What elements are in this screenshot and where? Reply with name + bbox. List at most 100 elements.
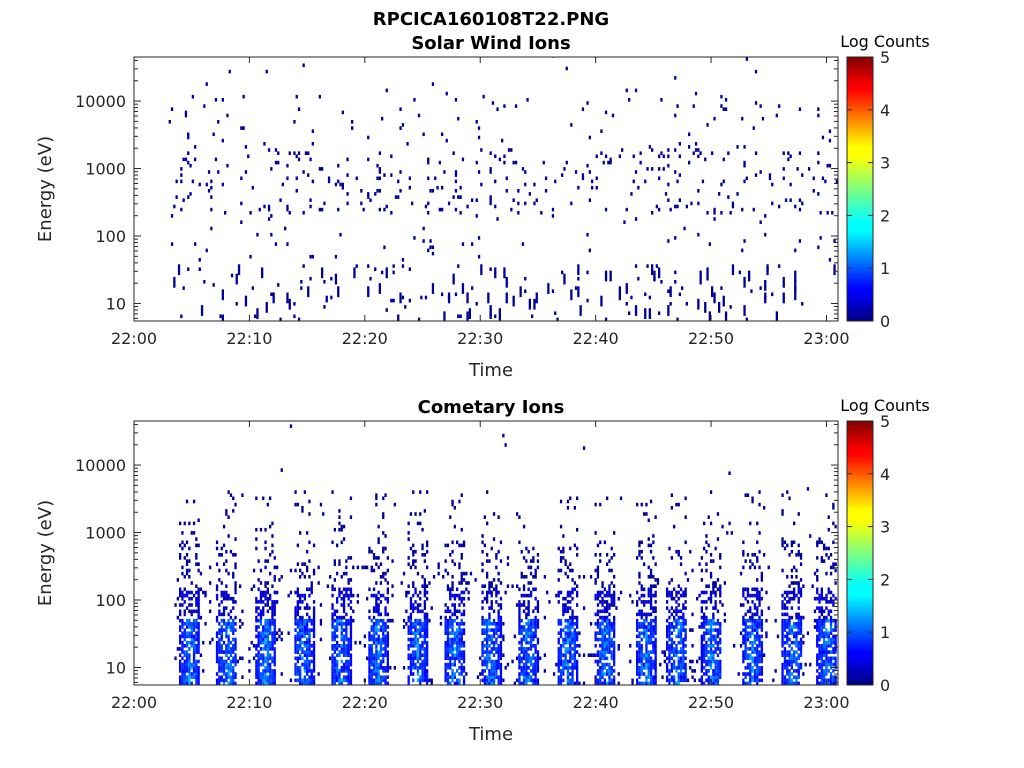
heatmap-cell bbox=[173, 204, 176, 209]
heatmap-cell bbox=[264, 603, 267, 607]
heatmap-cell bbox=[308, 662, 311, 667]
heatmap-cell bbox=[412, 603, 415, 607]
heatmap-cell bbox=[386, 600, 389, 604]
heatmap-cell bbox=[557, 650, 560, 654]
heatmap-cell bbox=[197, 543, 200, 548]
heatmap-cell bbox=[651, 167, 654, 171]
heatmap-cell bbox=[547, 283, 550, 294]
heatmap-cell bbox=[317, 672, 320, 676]
heatmap-cell bbox=[428, 581, 431, 585]
heatmap-cell bbox=[416, 647, 420, 651]
heatmap-cell bbox=[412, 543, 415, 548]
heatmap-cell bbox=[559, 628, 563, 632]
heatmap-cell bbox=[610, 596, 613, 601]
heatmap-cell bbox=[709, 631, 713, 635]
heatmap-cell bbox=[190, 531, 193, 535]
heatmap-cell bbox=[188, 647, 191, 651]
heatmap-cell bbox=[631, 681, 634, 685]
heatmap-cell bbox=[197, 603, 200, 607]
heatmap-cell bbox=[679, 672, 683, 676]
heatmap-cell bbox=[188, 609, 191, 614]
heatmap-cell bbox=[826, 211, 829, 215]
heatmap-cell bbox=[346, 173, 349, 177]
heatmap-cell bbox=[647, 543, 650, 548]
heatmap-cell bbox=[197, 590, 200, 595]
heatmap-cell bbox=[566, 681, 570, 685]
heatmap-cell bbox=[781, 666, 784, 670]
heatmap-cell bbox=[533, 298, 536, 310]
heatmap-cell bbox=[536, 618, 540, 623]
heatmap-cell bbox=[504, 443, 507, 447]
heatmap-cell bbox=[296, 631, 299, 635]
heatmap-cell bbox=[239, 584, 242, 588]
heatmap-cell bbox=[264, 596, 267, 601]
heatmap-cell bbox=[185, 640, 189, 645]
heatmap-cell bbox=[488, 681, 491, 685]
heatmap-cell bbox=[608, 666, 611, 670]
y-axis-label-solar-wind: Energy (eV) bbox=[35, 136, 56, 242]
heatmap-cell bbox=[729, 211, 732, 215]
heatmap-cell bbox=[645, 625, 648, 629]
heatmap-cell bbox=[222, 672, 226, 676]
heatmap-cell bbox=[294, 666, 297, 670]
heatmap-cell bbox=[497, 634, 500, 639]
heatmap-cell bbox=[451, 672, 454, 676]
heatmap-cell bbox=[340, 622, 343, 626]
heatmap-cell bbox=[220, 637, 223, 642]
heatmap-cell bbox=[716, 537, 720, 541]
heatmap-cell bbox=[352, 593, 355, 598]
heatmap-cell bbox=[502, 622, 505, 626]
heatmap-cell bbox=[666, 647, 669, 651]
heatmap-cell bbox=[559, 662, 563, 667]
heatmap-cell bbox=[719, 622, 722, 626]
heatmap-cell bbox=[795, 650, 798, 654]
heatmap-cell bbox=[489, 201, 492, 206]
heatmap-cell bbox=[458, 625, 461, 629]
heatmap-cell bbox=[461, 157, 465, 162]
heatmap-cell bbox=[271, 609, 274, 614]
heatmap-cell bbox=[760, 571, 763, 576]
heatmap-cell bbox=[477, 126, 481, 130]
heatmap-cell bbox=[414, 622, 417, 626]
heatmap-cell bbox=[378, 189, 381, 193]
heatmap-cell bbox=[300, 280, 303, 284]
heatmap-cell bbox=[718, 302, 721, 313]
heatmap-cell bbox=[613, 675, 616, 679]
heatmap-cell bbox=[379, 612, 383, 617]
heatmap-cell bbox=[818, 637, 821, 642]
heatmap-cell bbox=[599, 615, 602, 620]
heatmap-cell bbox=[375, 650, 378, 654]
heatmap-cell bbox=[795, 634, 798, 639]
heatmap-cell bbox=[181, 622, 184, 626]
heatmap-cell bbox=[753, 618, 757, 623]
heatmap-cell bbox=[349, 556, 353, 560]
heatmap-cell bbox=[412, 637, 415, 642]
heatmap-cell bbox=[490, 662, 493, 667]
heatmap-cell bbox=[218, 640, 221, 645]
heatmap-cell bbox=[312, 669, 316, 673]
heatmap-cell bbox=[666, 593, 669, 598]
heatmap-cell bbox=[256, 232, 259, 237]
heatmap-cell bbox=[340, 628, 343, 632]
heatmap-cell bbox=[520, 659, 523, 664]
heatmap-cell bbox=[185, 669, 189, 673]
heatmap-cell bbox=[783, 634, 787, 639]
heatmap-cell bbox=[294, 678, 297, 683]
heatmap-cell bbox=[266, 502, 269, 507]
heatmap-cell bbox=[608, 612, 611, 617]
heatmap-cell bbox=[349, 656, 353, 661]
heatmap-cell bbox=[751, 678, 754, 683]
heatmap-cell bbox=[571, 615, 574, 620]
heatmap-cell bbox=[534, 675, 537, 679]
heatmap-cell bbox=[460, 653, 463, 657]
panel-solar-wind: Solar Wind Ions 22:00 22:10 22:20 22:30 22:4… bbox=[35, 32, 930, 381]
heatmap-cell bbox=[215, 618, 219, 623]
heatmap-cell bbox=[372, 656, 376, 661]
heatmap-cell bbox=[176, 615, 179, 620]
heatmap-cell bbox=[636, 653, 639, 657]
heatmap-cell bbox=[617, 647, 620, 651]
heatmap-cell bbox=[751, 631, 754, 635]
heatmap-cell bbox=[666, 669, 669, 673]
heatmap-cell bbox=[249, 254, 252, 259]
heatmap-cell bbox=[677, 549, 680, 554]
